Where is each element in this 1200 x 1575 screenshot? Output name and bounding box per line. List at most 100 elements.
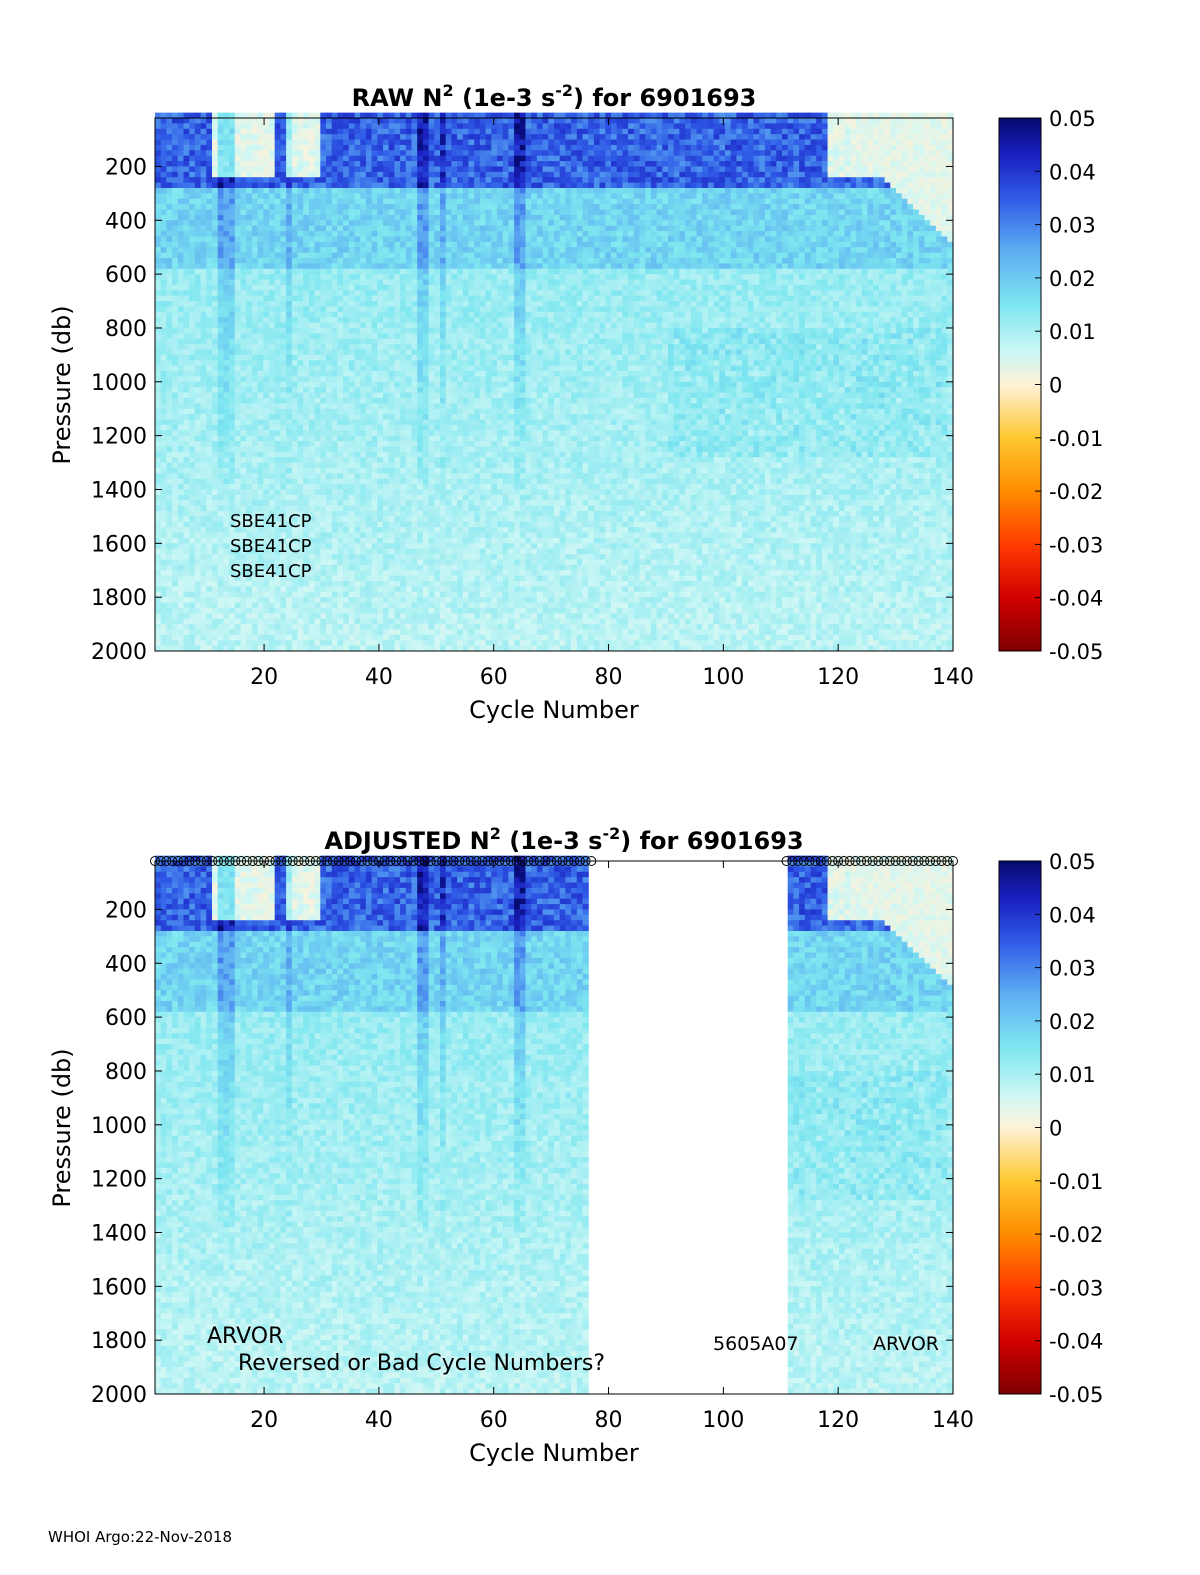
heatmap-cell <box>434 376 441 383</box>
heatmap-cell <box>314 187 321 194</box>
heatmap-cell <box>383 548 390 555</box>
heatmap-cell <box>189 214 196 221</box>
heatmap-cell <box>263 257 270 264</box>
heatmap-cell <box>314 537 321 544</box>
heatmap-cell <box>434 279 441 286</box>
heatmap-cell <box>240 484 247 491</box>
heatmap-cell <box>172 236 179 243</box>
heatmap-cell <box>177 586 185 593</box>
heatmap-cell <box>394 376 401 383</box>
heatmap-cell <box>166 511 173 517</box>
heatmap-cell <box>354 441 361 447</box>
heatmap-cell <box>286 607 293 614</box>
heatmap-cell <box>377 403 384 410</box>
heatmap-cell <box>251 279 259 286</box>
heatmap-cell <box>371 284 378 291</box>
heatmap-cell <box>155 570 162 577</box>
heatmap-cell <box>377 586 384 593</box>
heatmap-cell <box>194 177 202 184</box>
heatmap-cell <box>160 284 167 291</box>
heatmap-cell <box>394 478 401 485</box>
heatmap-cell <box>286 494 293 501</box>
heatmap-cell <box>417 155 424 162</box>
heatmap-cell <box>189 231 196 237</box>
heatmap-cell <box>155 344 162 351</box>
heatmap-cell <box>177 290 185 297</box>
heatmap-cell <box>417 204 424 211</box>
heatmap-cell <box>177 500 185 507</box>
heatmap-cell <box>280 462 287 469</box>
heatmap-cell <box>343 123 350 130</box>
heatmap-cell <box>314 392 321 399</box>
heatmap-cell <box>400 640 407 647</box>
heatmap-cell <box>177 118 185 124</box>
heatmap-cell <box>303 193 310 200</box>
heatmap-cell <box>417 624 424 631</box>
heatmap-cell <box>223 365 230 372</box>
heatmap-cell <box>354 446 361 453</box>
heatmap-cell <box>400 118 407 124</box>
heatmap-cell <box>183 457 190 464</box>
heatmap-cell <box>297 112 304 119</box>
heatmap-cell <box>383 451 390 458</box>
heatmap-cell <box>383 521 390 528</box>
heatmap-cell <box>246 537 253 544</box>
heatmap-cell <box>326 618 333 625</box>
heatmap-cell <box>263 387 270 394</box>
heatmap-cell <box>229 618 236 625</box>
heatmap-cell <box>200 301 207 307</box>
heatmap-cell <box>371 457 378 464</box>
heatmap-cell <box>229 371 236 377</box>
heatmap-cell <box>200 161 207 167</box>
heatmap-cell <box>371 182 378 189</box>
heatmap-cell <box>405 441 413 447</box>
heatmap-cell <box>417 268 424 275</box>
heatmap-cell <box>217 451 224 458</box>
heatmap-cell <box>206 241 213 248</box>
heatmap-cell <box>269 274 276 281</box>
heatmap-cell <box>388 586 395 593</box>
heatmap-cell <box>348 268 356 275</box>
heatmap-cell <box>257 435 264 442</box>
heatmap-cell <box>314 371 321 377</box>
heatmap-cell <box>155 511 162 517</box>
heatmap-cell <box>291 311 299 318</box>
heatmap-cell <box>365 198 373 205</box>
heatmap-cell <box>360 489 367 496</box>
heatmap-cell <box>286 247 293 254</box>
heatmap-cell <box>388 424 395 431</box>
heatmap-cell <box>320 112 327 119</box>
heatmap-cell <box>189 629 196 636</box>
heatmap-cell <box>257 284 264 291</box>
heatmap-cell <box>297 441 304 447</box>
heatmap-cell <box>428 166 435 173</box>
heatmap-cell <box>365 505 373 512</box>
heatmap-cell <box>383 252 390 259</box>
heatmap-cell <box>303 527 310 534</box>
heatmap-cell <box>337 360 344 367</box>
heatmap-cell <box>206 209 213 216</box>
heatmap-cell <box>263 618 270 625</box>
heatmap-cell <box>240 360 247 367</box>
heatmap-cell <box>422 408 430 415</box>
heatmap-cell <box>240 618 247 625</box>
heatmap-cell <box>269 155 276 162</box>
heatmap-cell <box>365 484 373 491</box>
heatmap-cell <box>155 214 162 221</box>
heatmap-cell <box>194 333 202 340</box>
heatmap-cell <box>189 559 196 566</box>
heatmap-cell <box>251 306 259 313</box>
heatmap-cell <box>365 177 373 184</box>
heatmap-cell <box>206 371 213 377</box>
heatmap-cell <box>206 435 213 442</box>
heatmap-cell <box>246 591 253 598</box>
heatmap-cell <box>286 349 293 356</box>
heatmap-cell <box>388 371 395 377</box>
heatmap-cell <box>263 214 270 221</box>
heatmap-cell <box>189 220 196 227</box>
heatmap-cell <box>308 451 316 458</box>
heatmap-cell <box>223 457 230 464</box>
heatmap-cell <box>155 403 162 410</box>
heatmap-cell <box>337 295 344 302</box>
heatmap-cell <box>394 521 401 528</box>
